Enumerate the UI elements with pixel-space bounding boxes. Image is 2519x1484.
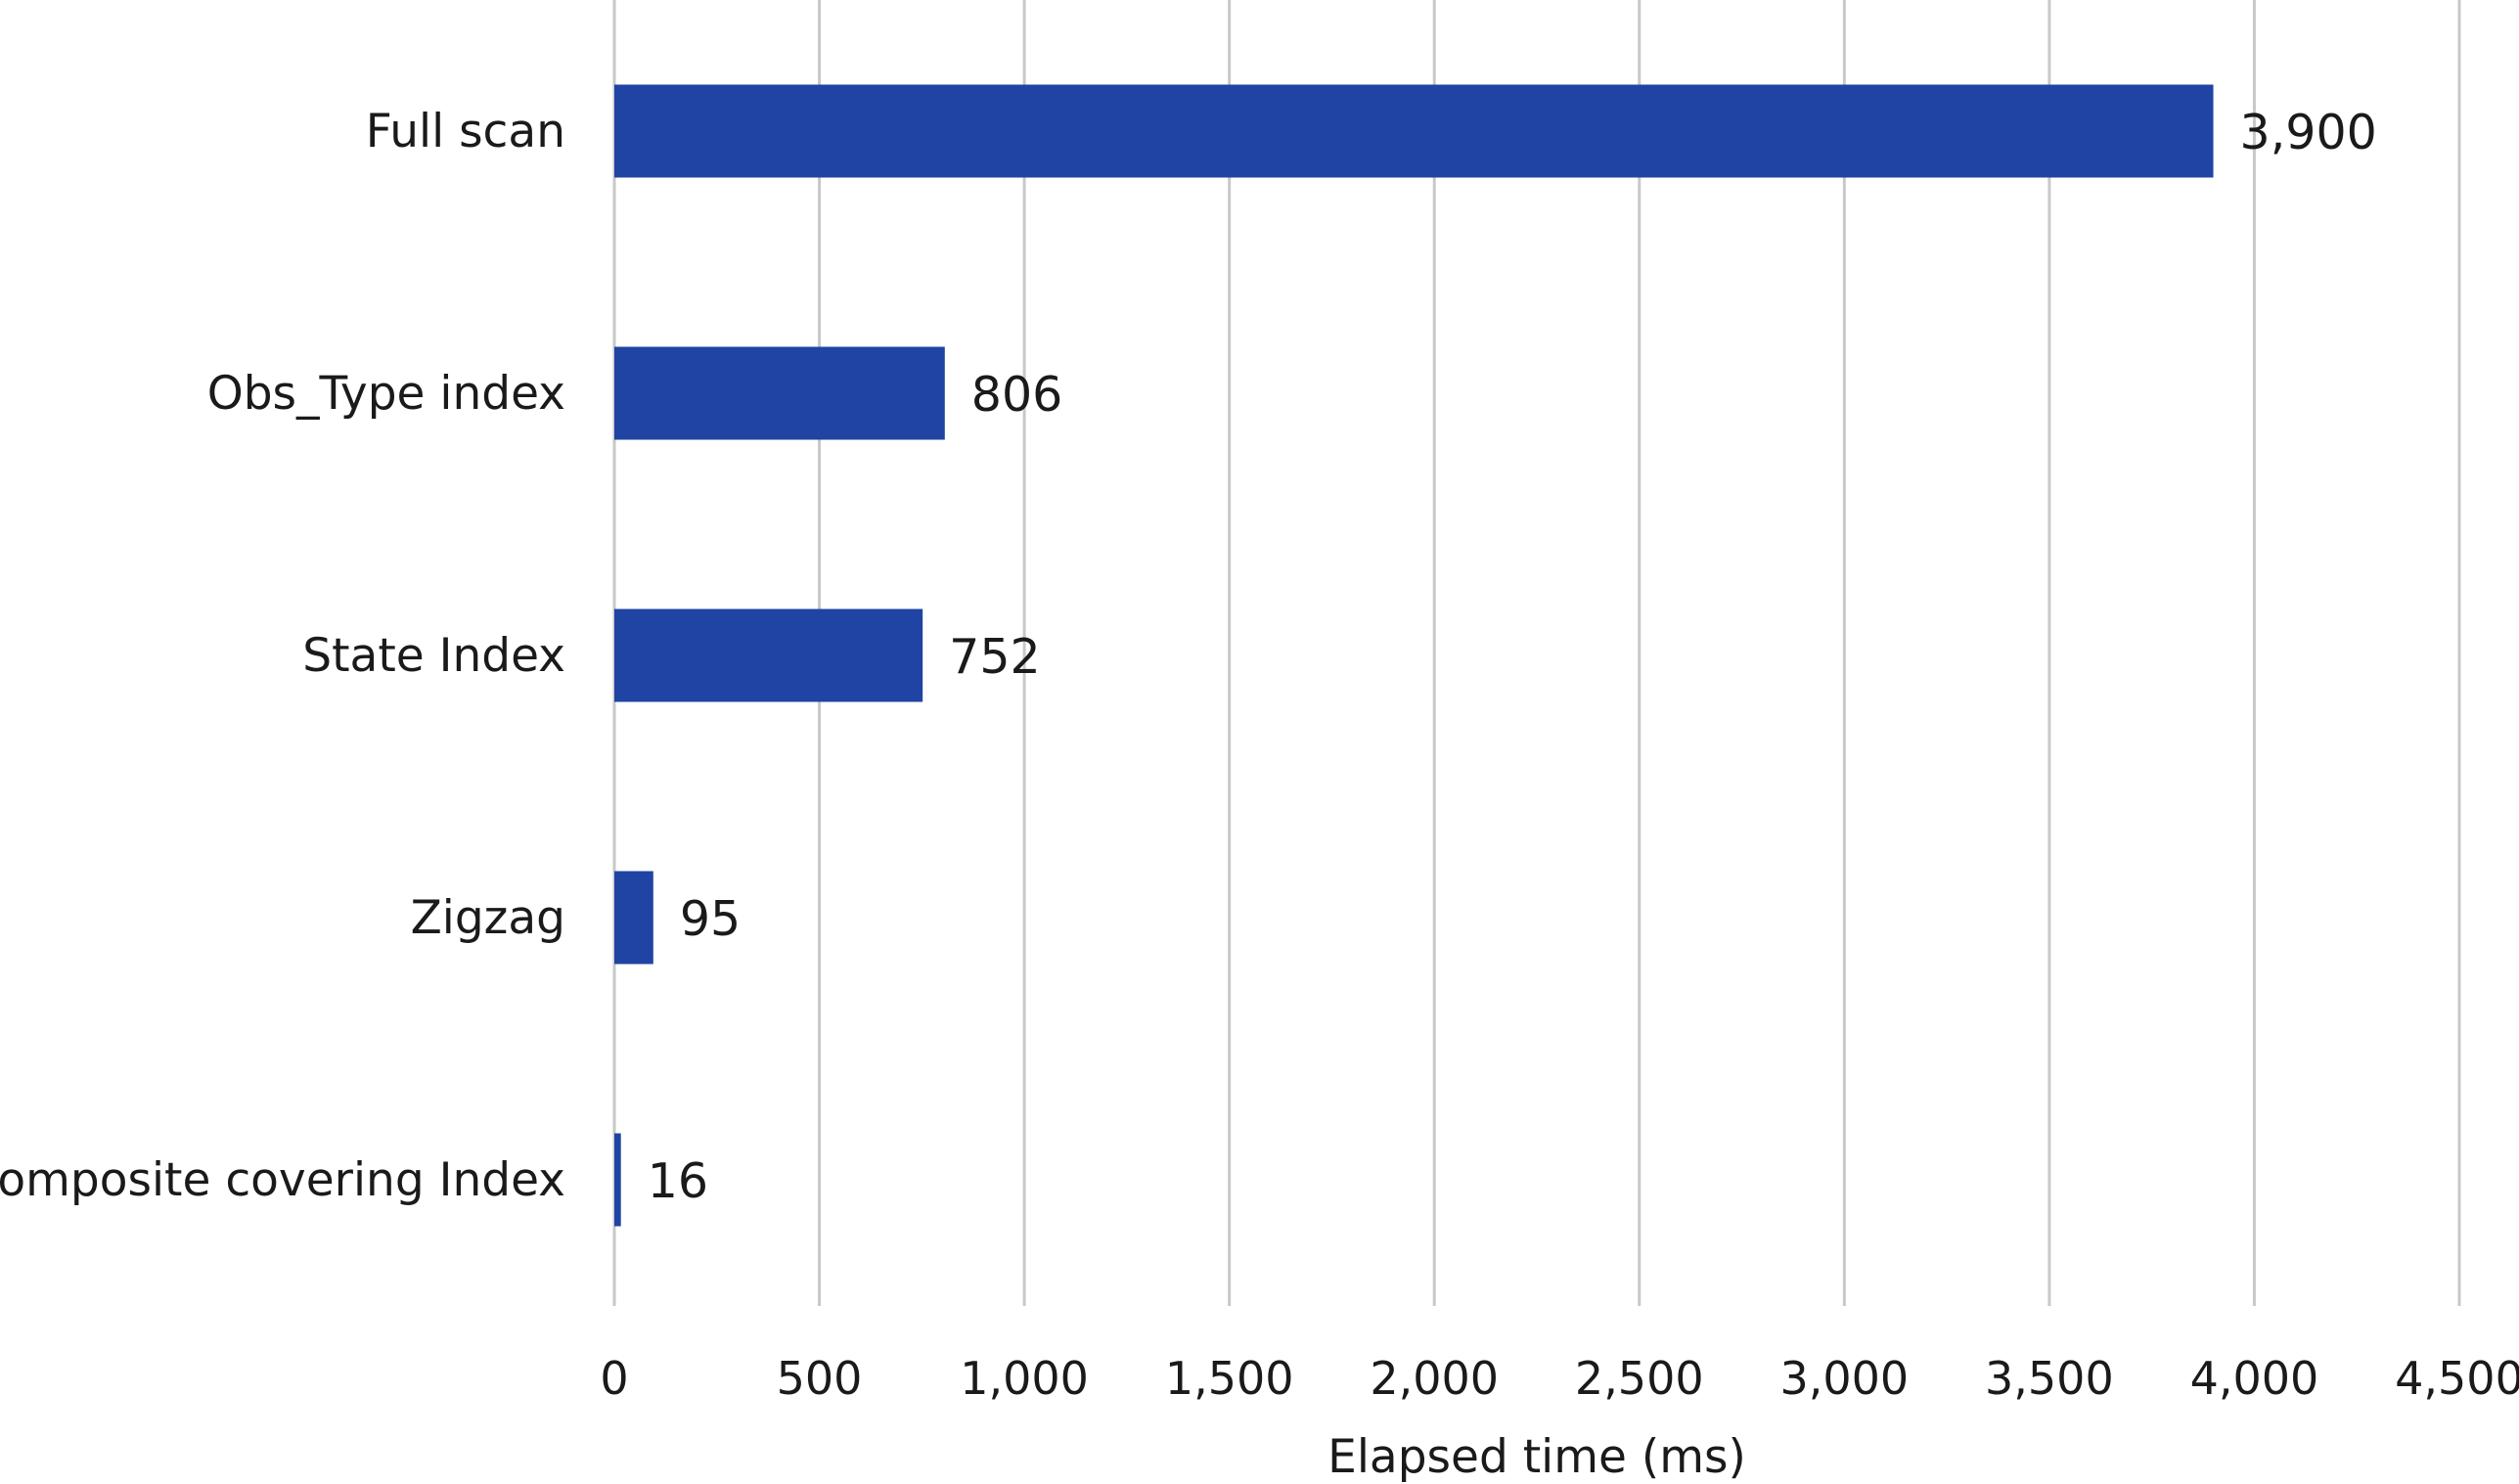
x-tick-label: 0 [600, 1352, 628, 1405]
gridlines [612, 0, 2461, 1306]
category-label: Composite covering Index [0, 1153, 565, 1207]
x-tick-label: 4,000 [2190, 1352, 2319, 1405]
x-tick-labels: 0 500 1,000 1,500 2,000 2,500 3,000 3,500 4,000 4… [600, 1352, 2519, 1405]
data-label: 95 [680, 891, 741, 947]
value-labels: 3,900 806 752 95 16 [648, 105, 2377, 1209]
bar [614, 84, 2214, 178]
x-axis-title: Elapsed time (ms) [1327, 1430, 1746, 1484]
category-label: Full scan [366, 105, 565, 158]
data-label: 806 [971, 367, 1063, 423]
x-tick-label: 500 [777, 1352, 863, 1405]
category-label: Obs_Type index [207, 367, 565, 421]
bar [614, 1133, 621, 1227]
x-tick-label: 3,000 [1779, 1352, 1909, 1405]
x-tick-label: 1,500 [1165, 1352, 1294, 1405]
x-tick-label: 2,000 [1370, 1352, 1499, 1405]
category-labels: Full scan Obs_Type index State Index Zigzag… [0, 105, 565, 1207]
bars [614, 84, 2214, 1227]
category-label: State Index [302, 629, 565, 683]
x-tick-label: 3,500 [1985, 1352, 2114, 1405]
bar [614, 346, 945, 440]
data-label: 752 [949, 629, 1041, 685]
category-label: Zigzag [411, 891, 565, 945]
bar [614, 871, 653, 965]
x-tick-label: 1,000 [960, 1352, 1089, 1405]
data-label: 3,900 [2240, 105, 2377, 160]
data-label: 16 [648, 1153, 708, 1209]
x-tick-label: 2,500 [1575, 1352, 1704, 1405]
bar [614, 608, 923, 702]
x-tick-label: 4,500 [2395, 1352, 2519, 1405]
watermark: 掘金技术社区 @ 数据智能老司机 [2127, 1418, 2485, 1447]
